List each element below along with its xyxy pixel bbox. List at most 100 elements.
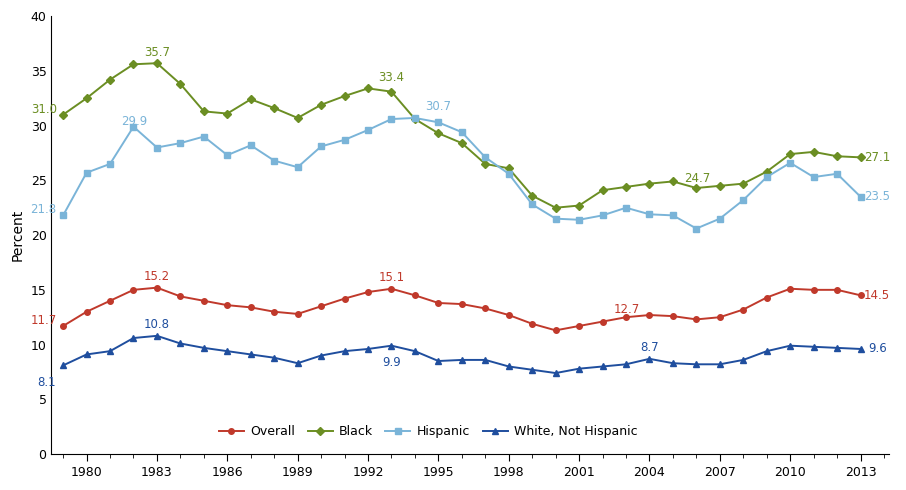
White, Not Hispanic xyxy=(151,333,162,339)
Black xyxy=(104,76,115,82)
Text: 30.7: 30.7 xyxy=(426,100,451,113)
White, Not Hispanic xyxy=(58,363,69,368)
Hispanic xyxy=(808,174,819,180)
Overall xyxy=(832,287,843,293)
Text: 10.8: 10.8 xyxy=(144,318,170,331)
Black xyxy=(621,184,631,190)
White, Not Hispanic xyxy=(691,361,702,367)
White, Not Hispanic xyxy=(480,357,491,363)
Text: 29.9: 29.9 xyxy=(121,115,148,127)
Overall xyxy=(550,327,561,333)
Overall xyxy=(457,301,467,307)
White, Not Hispanic xyxy=(832,345,843,351)
Text: 8.1: 8.1 xyxy=(37,375,56,389)
Black xyxy=(433,130,444,136)
Black xyxy=(246,97,256,102)
Overall xyxy=(621,314,631,320)
Black xyxy=(128,61,139,67)
White, Not Hispanic xyxy=(573,366,584,371)
Black xyxy=(761,169,772,174)
Overall xyxy=(668,313,679,319)
Hispanic xyxy=(597,213,608,219)
Hispanic xyxy=(550,216,561,221)
Text: 12.7: 12.7 xyxy=(614,303,641,316)
White, Not Hispanic xyxy=(737,357,748,363)
White, Not Hispanic xyxy=(526,367,537,373)
Line: White, Not Hispanic: White, Not Hispanic xyxy=(60,332,864,376)
Black xyxy=(410,116,420,122)
Black xyxy=(504,165,515,171)
Hispanic xyxy=(668,213,679,219)
Overall xyxy=(269,309,280,315)
Hispanic xyxy=(58,213,69,219)
Text: 27.1: 27.1 xyxy=(864,151,891,164)
White, Not Hispanic xyxy=(433,358,444,364)
Hispanic xyxy=(691,225,702,231)
Overall xyxy=(82,309,92,315)
Hispanic xyxy=(715,216,726,221)
Black xyxy=(715,183,726,189)
Black xyxy=(832,153,843,159)
Overall xyxy=(315,303,326,309)
Hispanic xyxy=(386,116,397,122)
Overall xyxy=(222,302,233,308)
White, Not Hispanic xyxy=(504,364,515,369)
White, Not Hispanic xyxy=(198,345,209,351)
Text: 11.7: 11.7 xyxy=(31,314,57,327)
Hispanic xyxy=(293,164,304,170)
White, Not Hispanic xyxy=(175,341,186,346)
Hispanic xyxy=(785,160,795,166)
Overall xyxy=(573,323,584,329)
Y-axis label: Percent: Percent xyxy=(11,209,25,261)
Overall xyxy=(855,293,866,298)
Black xyxy=(644,181,655,187)
Overall xyxy=(761,294,772,300)
Hispanic xyxy=(457,129,467,135)
White, Not Hispanic xyxy=(104,348,115,354)
Hispanic xyxy=(526,201,537,207)
Hispanic xyxy=(832,171,843,177)
Black xyxy=(175,81,186,87)
Hispanic xyxy=(855,194,866,200)
Overall xyxy=(128,287,139,293)
Overall xyxy=(715,314,726,320)
Overall xyxy=(644,312,655,318)
Hispanic xyxy=(573,217,584,223)
Hispanic xyxy=(82,170,92,175)
Black xyxy=(362,85,373,91)
Black xyxy=(457,140,467,146)
Hispanic xyxy=(339,137,350,143)
Text: 33.4: 33.4 xyxy=(379,71,404,84)
Black xyxy=(526,193,537,198)
Hispanic xyxy=(104,161,115,167)
Black xyxy=(597,187,608,193)
Hispanic xyxy=(269,158,280,164)
Hispanic xyxy=(504,171,515,177)
Black xyxy=(691,185,702,191)
Black xyxy=(737,181,748,187)
Hispanic xyxy=(222,152,233,158)
Black xyxy=(82,95,92,101)
Overall xyxy=(737,307,748,313)
White, Not Hispanic xyxy=(293,360,304,366)
Black xyxy=(855,154,866,160)
Hispanic xyxy=(246,143,256,148)
Black xyxy=(58,112,69,118)
Legend: Overall, Black, Hispanic, White, Not Hispanic: Overall, Black, Hispanic, White, Not His… xyxy=(214,420,642,443)
White, Not Hispanic xyxy=(128,335,139,341)
Text: 14.5: 14.5 xyxy=(864,289,891,302)
Text: 24.7: 24.7 xyxy=(685,172,710,185)
Overall xyxy=(785,286,795,292)
Hispanic xyxy=(761,174,772,180)
White, Not Hispanic xyxy=(761,348,772,354)
White, Not Hispanic xyxy=(386,343,397,348)
Hispanic xyxy=(175,140,186,146)
Text: 31.0: 31.0 xyxy=(31,102,57,116)
Black xyxy=(339,93,350,99)
Overall xyxy=(410,293,420,298)
Text: 8.7: 8.7 xyxy=(641,341,659,354)
Hispanic xyxy=(433,120,444,125)
Text: 9.6: 9.6 xyxy=(868,343,887,355)
Black xyxy=(222,111,233,117)
Text: 23.5: 23.5 xyxy=(864,190,891,203)
